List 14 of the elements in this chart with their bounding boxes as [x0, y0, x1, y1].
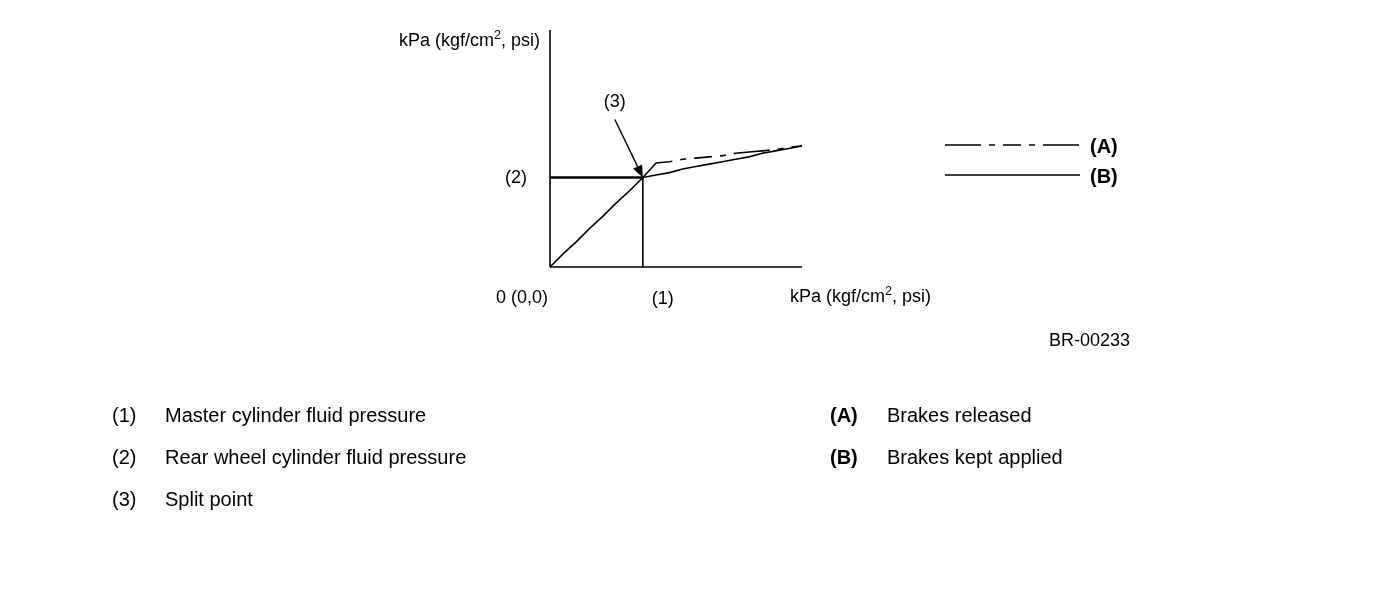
text: (2)	[505, 167, 527, 188]
text: (A)	[1090, 135, 1118, 157]
text: (3)	[603, 91, 626, 112]
x-axis-title: kPa (kgf/cm$^{2}$, psi)	[790, 284, 932, 306]
text: (1)	[651, 288, 674, 308]
text: (A) Brakes released	[830, 404, 1032, 426]
text: (1) Master cylinder fluid pressure	[112, 404, 427, 426]
text: (2) Rear wheel cylinder fluid pressure	[112, 446, 467, 468]
text: (B) Brakes kept applied	[830, 446, 1063, 468]
text: (B)	[1090, 165, 1118, 187]
text: 0 (0,0)	[495, 287, 548, 307]
text: BR-00233	[1048, 330, 1130, 350]
text: (3) Split point	[112, 488, 253, 510]
text: kPa (kgf/cm$^{2}$, psi)	[398, 28, 540, 50]
